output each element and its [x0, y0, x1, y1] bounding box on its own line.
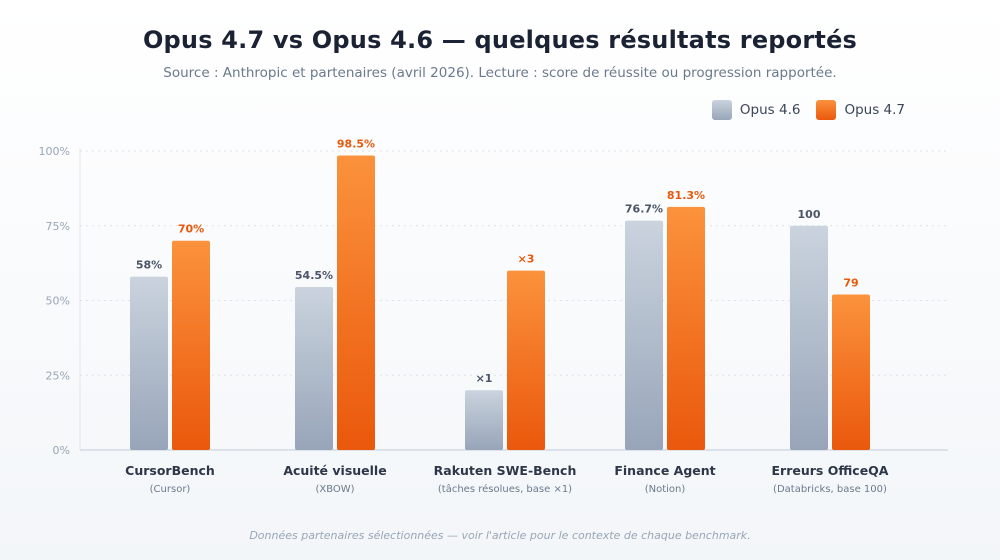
bar-opus-4-7	[172, 240, 210, 450]
bar-opus-4-6	[625, 220, 663, 450]
legend-label-opus-4-6: Opus 4.6	[739, 102, 801, 118]
data-label-opus-4-7: ×3	[518, 253, 535, 266]
data-label-opus-4-7: 70%	[178, 223, 204, 236]
data-label-opus-4-6: ×1	[476, 372, 493, 385]
data-label-opus-4-7: 79	[843, 277, 858, 290]
chart-subtitle: Source : Anthropic et partenaires (avril…	[163, 65, 837, 81]
bar-opus-4-7	[667, 206, 705, 450]
data-label-opus-4-6: 76.7%	[625, 203, 663, 216]
bar-opus-4-7	[337, 155, 375, 451]
legend-label-opus-4-7: Opus 4.7	[844, 102, 905, 118]
data-label-opus-4-6: 100	[798, 208, 821, 221]
data-label-opus-4-6: 58%	[136, 259, 162, 272]
legend-item-opus-4-6: Opus 4.6	[711, 100, 801, 120]
bar-opus-4-6	[130, 276, 168, 450]
category-sublabel: (tâches résolues, base ×1)	[438, 483, 572, 495]
category-sublabel: (Cursor)	[150, 484, 191, 495]
y-tick-label: 75%	[46, 220, 70, 233]
bar-opus-4-6	[295, 287, 333, 450]
y-tick-label: 0%	[53, 444, 70, 457]
category-label: CursorBench	[125, 463, 215, 478]
data-label-opus-4-7: 98.5%	[337, 137, 375, 150]
footnote: Données partenaires sélectionnées — voir…	[249, 529, 751, 542]
chart-title: Opus 4.7 vs Opus 4.6 — quelques résultat…	[142, 26, 858, 54]
category-label: Acuité visuelle	[283, 463, 386, 478]
category-sublabel: (Notion)	[645, 484, 686, 495]
y-tick-label: 50%	[46, 295, 70, 308]
category-label: Erreurs OfficeQA	[772, 463, 889, 478]
legend-swatch-opus-4-6	[711, 100, 732, 120]
bar-opus-4-7	[832, 294, 870, 450]
data-label-opus-4-7: 81.3%	[667, 189, 705, 202]
category-sublabel: (Databricks, base 100)	[773, 484, 887, 495]
bar-opus-4-6	[790, 225, 828, 450]
legend: Opus 4.6 Opus 4.7	[711, 100, 905, 120]
category-label: Rakuten SWE-Bench	[434, 463, 577, 478]
data-label-opus-4-6: 54.5%	[295, 269, 333, 282]
category-label: Finance Agent	[614, 463, 715, 478]
bar-opus-4-6	[465, 390, 503, 450]
y-tick-label: 25%	[46, 369, 70, 382]
bar-opus-4-7	[507, 270, 545, 450]
legend-item-opus-4-7: Opus 4.7	[816, 100, 905, 120]
y-tick-label: 100%	[39, 145, 70, 158]
legend-swatch-opus-4-7	[816, 100, 837, 120]
category-sublabel: (XBOW)	[315, 484, 354, 495]
